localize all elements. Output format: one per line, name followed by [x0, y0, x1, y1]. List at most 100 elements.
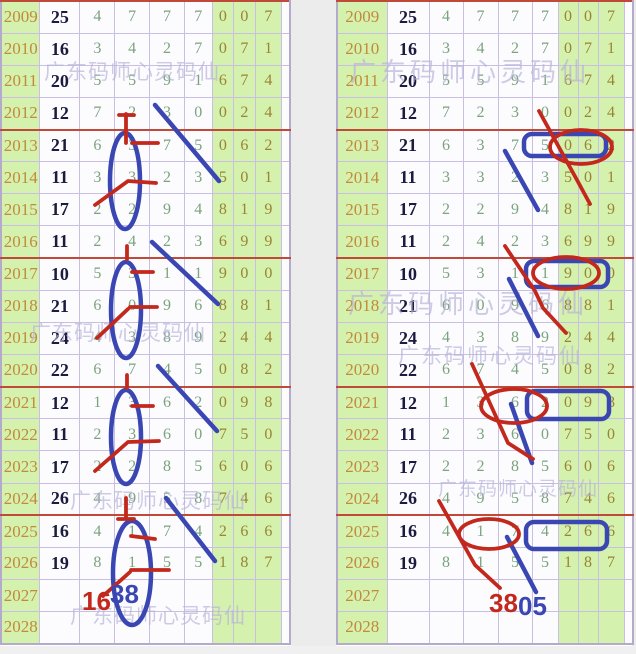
green-digit-cell: 6 [254, 514, 283, 548]
digit-cell: 6 [79, 289, 116, 323]
spacer-cell [623, 128, 634, 163]
number-cell: 16 [386, 32, 430, 66]
green-digit-cell: 0 [557, 354, 579, 388]
digit-cell: 3 [79, 161, 116, 195]
number-cell: 11 [39, 161, 81, 195]
digit-cell: 4 [497, 354, 533, 388]
digit-cell: 4 [183, 193, 213, 227]
table-row: 2009 25 4 7 7 7 0 0 7 [0, 0, 291, 34]
year-cell: 2017 [0, 257, 41, 291]
green-digit-cell: 2 [254, 128, 283, 163]
spacer-cell [623, 482, 634, 516]
digit-cell: 4 [462, 225, 499, 259]
number-cell: 11 [386, 225, 430, 259]
green-digit-cell: 0 [597, 418, 625, 452]
digit-cell: 2 [462, 96, 499, 131]
digit-cell: 2 [79, 193, 116, 227]
digit-cell: 1 [428, 385, 464, 420]
spacer-cell [281, 289, 291, 323]
green-digit-cell: 7 [211, 482, 235, 516]
digit-cell: 4 [428, 0, 464, 34]
green-digit-cell: 7 [597, 546, 625, 581]
digit-cell: 7 [149, 0, 185, 34]
digit-cell: 8 [497, 450, 533, 484]
spacer-cell [623, 32, 634, 66]
green-digit-cell: 8 [577, 289, 599, 323]
number-cell: 12 [386, 96, 430, 131]
year-cell: 2011 [0, 64, 41, 98]
table-row: 2018 21 6 0 9 6 8 8 1 [336, 289, 634, 323]
year-cell: 2017 [336, 257, 388, 291]
number-cell: 26 [386, 482, 430, 516]
digit-cell: 2 [428, 418, 464, 452]
digit-cell: 2 [114, 450, 151, 484]
year-cell: 2027 [336, 579, 388, 613]
digit-cell: 7 [114, 354, 151, 388]
number-cell: 16 [39, 32, 81, 66]
digit-cell: 2 [428, 225, 464, 259]
year-cell: 2018 [336, 289, 388, 323]
digit-cell: 7 [183, 32, 213, 66]
spacer-cell [623, 450, 634, 484]
table-row: 2024 26 4 9 5 8 7 4 6 [336, 482, 634, 516]
number-cell: 21 [39, 289, 81, 323]
table-row: 2017 10 5 3 1 1 9 0 0 [336, 257, 634, 291]
spacer-cell [281, 385, 291, 420]
green-digit-cell [254, 579, 283, 613]
spacer-cell [281, 225, 291, 259]
green-digit-cell: 2 [557, 321, 579, 356]
digit-cell: 9 [149, 289, 185, 323]
green-digit-cell: 4 [254, 321, 283, 356]
year-cell: 2025 [336, 514, 388, 548]
digit-cell: 5 [531, 128, 559, 163]
green-digit-cell: 9 [577, 385, 599, 420]
spacer-cell [623, 289, 634, 323]
green-digit-cell: 1 [254, 161, 283, 195]
table-row: 2027 [336, 579, 634, 613]
green-digit-cell [233, 579, 256, 613]
digit-cell: 8 [183, 482, 213, 516]
spacer-cell [623, 96, 634, 131]
green-digit-cell: 6 [597, 514, 625, 548]
green-digit-cell: 2 [577, 96, 599, 131]
green-digit-cell: 0 [557, 32, 579, 66]
table-gap [291, 0, 336, 646]
spacer-cell [281, 193, 291, 227]
spacer-cell [623, 64, 634, 98]
table-row: 2014 11 3 3 2 3 5 0 1 [336, 161, 634, 195]
green-digit-cell: 7 [233, 32, 256, 66]
green-digit-cell: 0 [233, 0, 256, 34]
digit-cell: 6 [497, 385, 533, 420]
digit-cell: 5 [149, 482, 185, 516]
number-cell: 12 [386, 385, 430, 420]
spacer-cell [623, 385, 634, 420]
digit-cell [462, 579, 499, 613]
digit-cell: 7 [149, 514, 185, 548]
number-cell: 11 [39, 418, 81, 452]
green-digit-cell: 2 [597, 354, 625, 388]
digit-cell: 7 [183, 0, 213, 34]
digit-cell: 5 [531, 546, 559, 581]
digit-cell: 9 [149, 64, 185, 98]
digit-cell: 2 [462, 450, 499, 484]
table-row: 2018 21 6 0 9 6 8 8 1 [0, 289, 291, 323]
number-cell: 16 [386, 514, 430, 548]
table-row: 2011 20 5 5 9 1 6 7 4 [336, 64, 634, 98]
year-cell: 2021 [336, 385, 388, 420]
green-digit-cell [597, 579, 625, 613]
green-digit-cell [557, 611, 579, 645]
digit-cell: 3 [497, 96, 533, 131]
digit-cell: 3 [531, 225, 559, 259]
green-digit-cell: 0 [211, 354, 235, 388]
number-cell: 17 [39, 193, 81, 227]
table-row: 2025 16 4 1 7 4 2 6 6 [0, 514, 291, 548]
digit-cell: 6 [497, 418, 533, 452]
green-digit-cell: 9 [597, 225, 625, 259]
green-digit-cell: 2 [211, 514, 235, 548]
year-cell: 2022 [336, 418, 388, 452]
digit-cell: 2 [149, 225, 185, 259]
digit-cell: 1 [114, 514, 151, 548]
year-cell: 2014 [336, 161, 388, 195]
digit-cell: 9 [462, 482, 499, 516]
number-cell: 11 [386, 418, 430, 452]
